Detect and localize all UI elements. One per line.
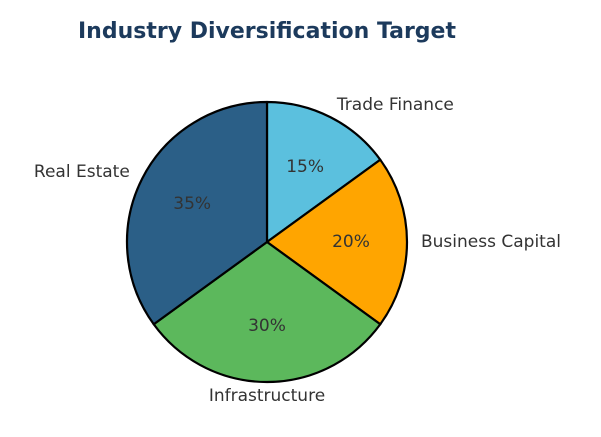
pct-label-real-estate: 35% [173,194,211,214]
chart-title: Industry Diversification Target [78,19,456,44]
category-label-infrastructure: Infrastructure [209,386,325,406]
percentage-labels: 15% 20% 30% 35% [173,157,370,336]
pie-slice-trade-finance [265,100,382,244]
pie-slice-business-capital [265,158,409,326]
category-label-trade-finance: Trade Finance [336,95,454,115]
category-labels: Trade Finance Business Capital Infrastruct… [34,95,561,406]
pct-label-infrastructure: 30% [248,316,286,336]
pie-slice-real-estate [125,100,269,326]
pct-label-business-capital: 20% [332,232,370,252]
category-label-business-capital: Business Capital [421,232,561,252]
category-label-real-estate: Real Estate [34,162,130,182]
pct-label-trade-finance: 15% [286,157,324,177]
pie-slices [125,100,409,384]
pie-slice-infrastructure [152,240,382,384]
